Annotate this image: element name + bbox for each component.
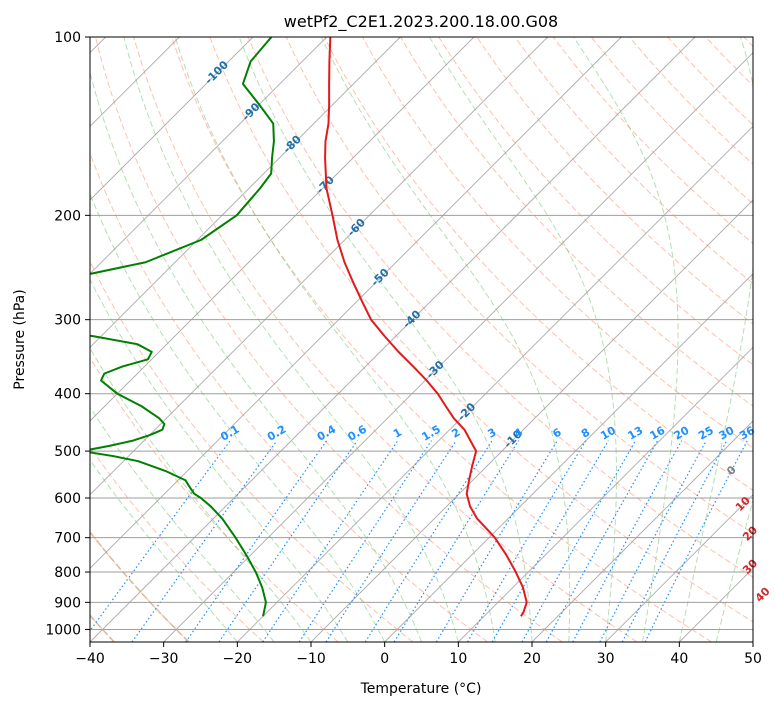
x-tick-label: −30	[149, 651, 179, 667]
isotherm-line	[90, 37, 696, 642]
moist-adiabat-line	[573, 37, 679, 642]
boundary-adiabat-line	[90, 530, 190, 642]
dry-adiabat-line	[90, 151, 488, 642]
dry-adiabat-line	[514, 37, 753, 285]
x-tick-label: 30	[597, 651, 615, 667]
mixing-ratio-line	[90, 440, 231, 632]
x-axis-title: Temperature (°C)	[360, 681, 482, 697]
y-tick-label: 200	[54, 208, 81, 224]
moist-adiabat-line	[90, 278, 349, 642]
moist-adiabat-line	[174, 37, 496, 642]
y-tick-label: 300	[54, 313, 81, 329]
y-tick-label: 400	[54, 387, 81, 403]
dry-adiabat-line	[400, 37, 753, 407]
plot-background	[90, 37, 753, 642]
isotherm-line	[310, 199, 753, 642]
y-axis-title: Pressure (hPa)	[12, 289, 28, 389]
mixing-ratio-line	[521, 440, 637, 642]
moist-adiabat-line	[90, 192, 386, 642]
pressure-gridlines	[90, 37, 753, 630]
mixing-ratio-line	[621, 440, 728, 642]
mixing-ratio-line	[466, 440, 587, 642]
dry-adiabat-line	[247, 37, 753, 578]
isotherm-line	[531, 420, 753, 642]
x-tick-label: 50	[744, 651, 762, 667]
isotherm-line	[90, 37, 328, 275]
y-tick-label: 700	[54, 531, 81, 547]
isotherm-line	[90, 37, 254, 201]
plot-frame	[89, 36, 754, 643]
mixing-ratio-line	[298, 440, 432, 642]
mixing-ratio-line	[435, 440, 558, 642]
moist-adiabat-line	[238, 37, 533, 642]
x-tick-label: 0	[380, 651, 389, 667]
dry-adiabat-line	[90, 260, 414, 642]
isotherm-line	[90, 37, 401, 349]
isotherm-line	[457, 346, 753, 642]
x-tick-label: −20	[223, 651, 253, 667]
moist-adiabat-line	[429, 37, 617, 642]
mixing-ratio-line	[131, 440, 278, 642]
isotherm-line	[163, 51, 753, 642]
moist-adiabat-line	[123, 37, 459, 642]
mixing-ratio-line	[393, 440, 520, 642]
dry-adiabat-line	[438, 37, 753, 366]
background-lines	[90, 37, 753, 642]
y-tick-label: 800	[54, 565, 81, 581]
moist-adiabat-line	[90, 70, 422, 642]
isotherm-line	[752, 641, 753, 642]
moist-adiabat-line	[678, 37, 753, 642]
y-tick-label: 600	[54, 491, 81, 507]
y-tick-label: 100	[54, 30, 81, 46]
chart-title: wetPf2_C2E1.2023.200.18.00.G08	[284, 12, 558, 32]
dry-adiabat-line	[323, 37, 753, 491]
dry-adiabat-line	[95, 37, 563, 642]
isotherm-line	[90, 37, 549, 496]
moist-adiabat-label: 40	[753, 584, 773, 604]
dry-adiabat-line	[285, 37, 753, 534]
isotherm-line	[90, 37, 475, 422]
mixing-ratio-line	[185, 440, 328, 642]
isotherm-line	[90, 37, 622, 570]
isotherm-line	[384, 272, 753, 642]
mixing-ratio-line	[218, 440, 358, 642]
y-tick-label: 900	[54, 595, 81, 611]
mixing-ratio-line	[644, 440, 748, 642]
x-tick-label: 10	[449, 651, 467, 667]
x-tick-label: −10	[296, 651, 326, 667]
temperature-profile-line	[324, 37, 528, 617]
x-tick-label: −40	[75, 651, 105, 667]
y-tick-label: 500	[54, 444, 81, 460]
isotherm-line	[236, 125, 753, 642]
moist-adiabat-line	[90, 459, 238, 642]
y-tick-label: 1000	[45, 622, 81, 638]
isotherm-line	[605, 493, 753, 642]
mixing-ratio-line	[599, 440, 707, 642]
moist-adiabat-line	[320, 37, 571, 642]
dry-adiabat-line	[552, 37, 753, 245]
x-tick-label: 20	[523, 651, 541, 667]
x-tick-label: 40	[670, 651, 688, 667]
axes: −40 −30 −20 −10 0 10 20 30 40 50 100 200 300 400 500 60…	[45, 30, 762, 667]
dewpoint-profile-line	[90, 37, 275, 617]
mixing-ratio-line	[491, 440, 609, 642]
data-series	[90, 37, 528, 617]
dry-adiabat-line	[209, 37, 753, 623]
mixing-ratio-line	[262, 440, 399, 642]
